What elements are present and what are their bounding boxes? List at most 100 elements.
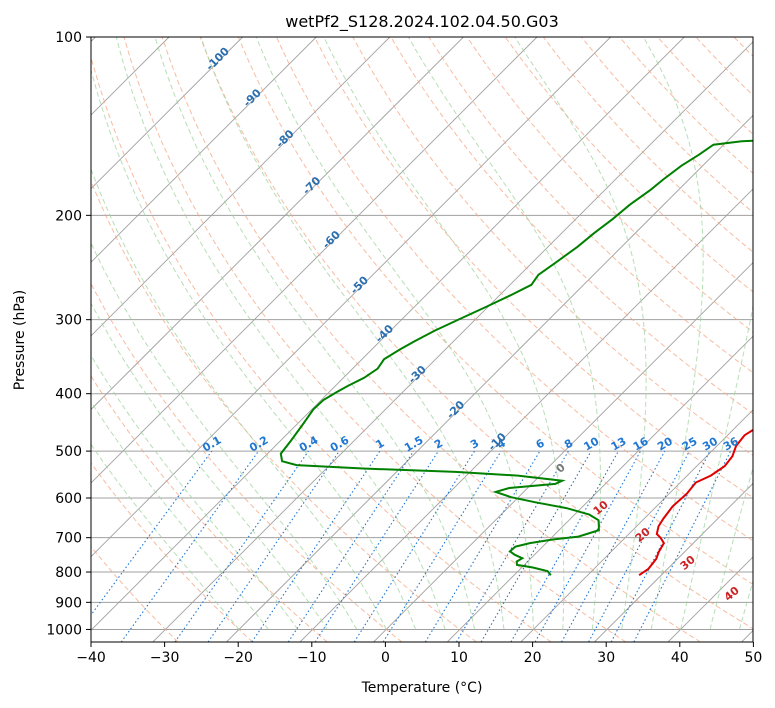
moist-adiabat-line (91, 167, 387, 630)
moist-adiabat-line (407, 37, 601, 630)
dry-adiabat-line (91, 545, 179, 642)
isotherm-line (373, 262, 753, 642)
dry-adiabat-line (161, 37, 701, 642)
moist-adiabat-line (91, 302, 328, 630)
dewpoint-profile (279, 139, 753, 576)
isotherm-line (152, 41, 753, 642)
y-tick-label: 200 (55, 208, 82, 224)
y-tick-label: 800 (55, 565, 82, 581)
mixing-ratio-line (353, 450, 475, 642)
x-axis-label: Temperature (°C) (361, 680, 483, 696)
moist-adiabat-line (709, 466, 753, 630)
x-tick-label: −30 (150, 650, 180, 666)
background-lines (91, 37, 753, 642)
mixing-ratio-label: 3 (468, 437, 481, 452)
isotherm-label: -60 (320, 228, 343, 251)
isotherm-label: -10 (486, 430, 509, 453)
mixing-ratio-line (251, 450, 381, 642)
moist-adiabat-label: 20 (633, 525, 653, 545)
isotherm-line (91, 37, 464, 411)
mixing-ratio-line (561, 450, 666, 642)
dry-adiabat-line (390, 37, 753, 415)
isotherm-label: -50 (348, 273, 371, 296)
dry-adiabat-line (619, 37, 753, 174)
x-tick-label: −20 (223, 650, 253, 666)
isotherm-label: -20 (444, 398, 467, 421)
y-tick-label: 100 (55, 30, 82, 46)
mixing-ratio-line (633, 450, 732, 642)
isotherm-label: -70 (300, 174, 323, 197)
moist-adiabat-label: 0 (554, 461, 568, 476)
mixing-ratio-line (174, 450, 309, 642)
moist-adiabat-label: 40 (722, 584, 742, 604)
moist-adiabat-label: 10 (591, 498, 611, 518)
moist-adiabat-line (323, 37, 565, 630)
isotherm-line (91, 37, 611, 558)
isotherm-line (520, 409, 753, 642)
dry-adiabat-line (695, 37, 753, 96)
moist-adiabat-line (91, 67, 417, 630)
mixing-ratio-line (534, 450, 641, 642)
moist-adiabat-line (91, 354, 299, 630)
mixing-ratio-line (120, 450, 259, 642)
x-tick-label: 40 (671, 650, 689, 666)
isotherm-label: -40 (373, 322, 396, 345)
dry-adiabat-line (199, 37, 753, 630)
mixing-ratio-line (424, 450, 541, 642)
x-tick-label: 10 (450, 650, 468, 666)
mixing-ratio-label: 6 (534, 436, 547, 451)
y-tick-label: 300 (55, 313, 82, 329)
isotherm-label: -90 (241, 86, 264, 109)
x-tick-label: 50 (744, 650, 762, 666)
mixing-ratio-line (610, 450, 711, 642)
dry-adiabat-line (657, 37, 753, 135)
dry-adiabat-line (237, 37, 753, 585)
dry-adiabat-line (466, 37, 753, 333)
dry-adiabat-line (504, 37, 753, 293)
y-tick-label: 900 (55, 595, 82, 611)
axes: −40 −30 −20 −10 0 10 20 30 40 5010020030040050060… (46, 30, 762, 666)
moist-adiabat-line (200, 37, 505, 630)
isotherm-line (91, 37, 685, 631)
dry-adiabat-line (123, 37, 627, 642)
dry-adiabat-line (91, 282, 403, 642)
dry-adiabat-line (91, 55, 552, 642)
dry-adiabat-line (91, 375, 328, 642)
y-tick-label: 600 (55, 491, 82, 507)
dry-adiabat-line (428, 37, 753, 374)
mixing-ratio-line (510, 450, 619, 642)
mixing-ratio-line (287, 450, 415, 642)
x-tick-label: −10 (297, 650, 327, 666)
y-tick-label: 400 (55, 387, 82, 403)
plot-frame (90, 36, 754, 643)
dry-adiabat-line (91, 462, 253, 642)
y-axis-label: Pressure (hPa) (12, 290, 28, 390)
x-tick-label: 0 (381, 650, 390, 666)
y-tick-label: 1000 (46, 622, 82, 638)
isotherm-label: -100 (203, 44, 232, 73)
x-tick-label: −40 (76, 650, 106, 666)
dry-adiabat-line (275, 37, 753, 542)
mixing-ratio-line (207, 450, 340, 642)
isotherm-line (594, 482, 753, 642)
mixing-ratio-line (382, 450, 502, 642)
isotherm-line (667, 556, 753, 642)
moist-adiabat-line (680, 303, 753, 630)
mixing-ratio-line (455, 450, 569, 642)
profile-series (279, 139, 753, 577)
isotherm-line (91, 37, 317, 263)
mixing-ratio-line (91, 450, 213, 616)
mixing-ratio-line (314, 450, 439, 642)
isotherm-line (226, 114, 753, 642)
moist-adiabat-line (91, 241, 358, 630)
dry-adiabat-line (314, 37, 753, 499)
moist-adiabat-line (514, 37, 647, 630)
chart-title: wetPf2_S128.2024.102.04.50.G03 (285, 12, 559, 32)
y-tick-label: 700 (55, 531, 82, 547)
moist-adiabat-line (642, 37, 704, 630)
moist-adiabat-line (154, 37, 475, 630)
moist-adiabat-line (115, 37, 446, 630)
moist-adiabat-line (255, 37, 534, 630)
isotherm-line (91, 37, 243, 190)
